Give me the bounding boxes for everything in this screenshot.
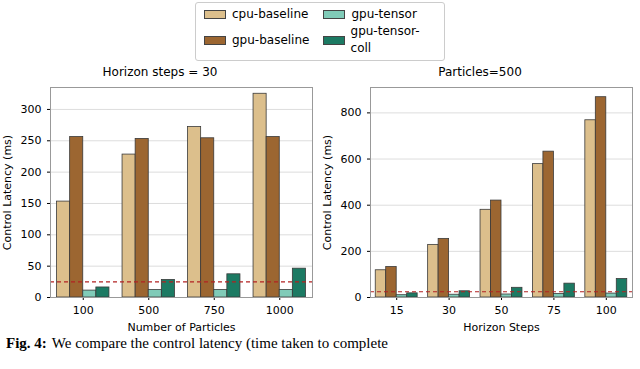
svg-text:600: 600 (341, 153, 362, 166)
svg-text:250: 250 (21, 134, 42, 147)
html-text:cpu-baseline: cpu-baseline (232, 7, 309, 21)
svg-text:200: 200 (21, 166, 42, 179)
svg-text:1000: 1000 (266, 304, 294, 317)
html-text:gpu-tensor: gpu-tensor (351, 7, 417, 21)
svg-text:750: 750 (204, 304, 225, 317)
svg-text:50: 50 (495, 304, 509, 317)
html-text:Fig. 4: We compare the control: Fig. 4: We compare the control latency (… (6, 335, 388, 351)
svg-text:200: 200 (341, 245, 362, 258)
svg-text:300: 300 (21, 103, 42, 116)
svg-text:0: 0 (355, 291, 362, 304)
html-text:gpu-baseline: gpu-baseline (232, 32, 310, 47)
svg-text:150: 150 (21, 197, 42, 210)
svg-text:100: 100 (73, 304, 94, 317)
svg-text:15: 15 (390, 304, 404, 317)
svg-text:400: 400 (341, 199, 362, 212)
html-text:Horizon steps = 30: Horizon steps = 30 (102, 65, 218, 79)
svg-text:0: 0 (35, 291, 42, 304)
svg-text:100: 100 (21, 228, 42, 241)
svg-text:Control Latency (ms): Control Latency (ms) (321, 135, 334, 250)
svg-text:Control Latency (ms): Control Latency (ms) (1, 135, 14, 250)
html-text:Particles=500: Particles=500 (438, 65, 522, 79)
svg-text:75: 75 (547, 304, 561, 317)
svg-text:50: 50 (28, 260, 42, 273)
html-text:gpu-tensor-coll: gpu-tensor-coll (350, 24, 420, 55)
svg-text:100: 100 (596, 304, 617, 317)
svg-text:Number of Particles: Number of Particles (127, 321, 235, 334)
svg-text:30: 30 (442, 304, 456, 317)
svg-text:500: 500 (138, 304, 159, 317)
svg-text:800: 800 (341, 106, 362, 119)
svg-text:Horizon Steps: Horizon Steps (463, 321, 540, 334)
